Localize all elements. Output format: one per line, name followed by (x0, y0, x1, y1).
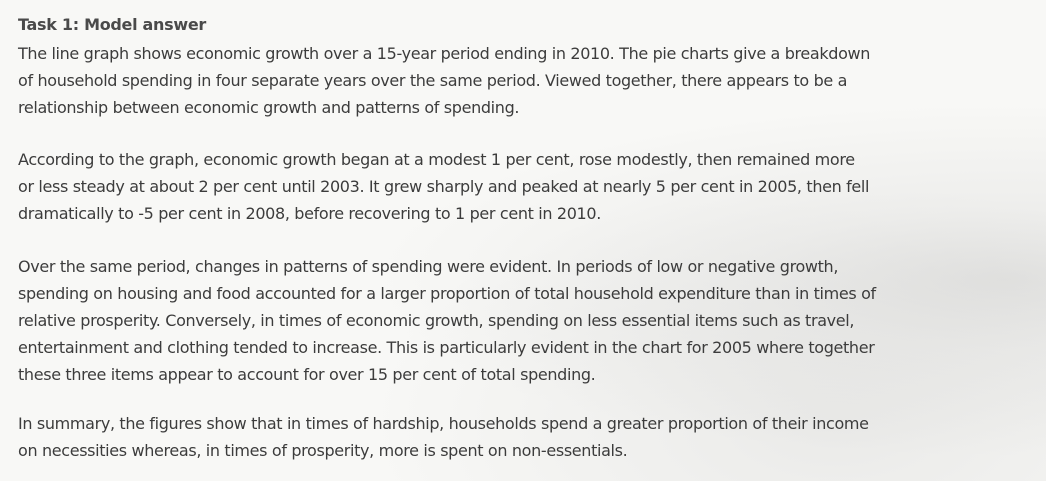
paragraph-line-graph-summary: According to the graph, economic growth … (18, 146, 869, 227)
paragraph-line: In summary, the figures show that in tim… (18, 414, 869, 433)
paragraph-line: Over the same period, changes in pattern… (18, 257, 839, 276)
paragraph-line: these three items appear to account for … (18, 365, 596, 384)
paragraph-line: on necessities whereas, in times of pros… (18, 441, 628, 460)
document-heading: Task 1: Model answer (18, 15, 206, 34)
paragraph-line: According to the graph, economic growth … (18, 150, 855, 169)
paragraph-line: The line graph shows economic growth ove… (18, 44, 871, 63)
paragraph-line: or less steady at about 2 per cent until… (18, 177, 870, 196)
paragraph-line: relationship between economic growth and… (18, 98, 520, 117)
paragraph-spending-patterns: Over the same period, changes in pattern… (18, 253, 876, 388)
paragraph-introduction: The line graph shows economic growth ove… (18, 40, 870, 121)
paragraph-line: of household spending in four separate y… (18, 71, 848, 90)
paragraph-line: dramatically to -5 per cent in 2008, bef… (18, 204, 601, 223)
paragraph-line: entertainment and clothing tended to inc… (18, 338, 875, 357)
paragraph-summary: In summary, the figures show that in tim… (18, 410, 869, 464)
paragraph-line: spending on housing and food accounted f… (18, 284, 876, 303)
paragraph-line: relative prosperity. Conversely, in time… (18, 311, 855, 330)
